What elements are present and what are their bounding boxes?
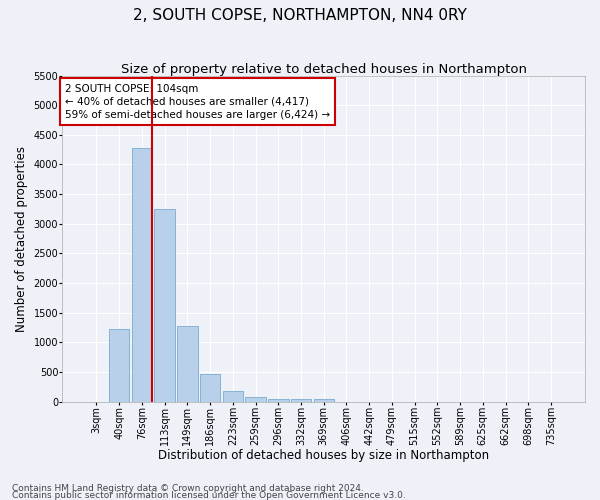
Bar: [268, 398, 289, 402]
Bar: [245, 397, 266, 402]
Text: Contains HM Land Registry data © Crown copyright and database right 2024.: Contains HM Land Registry data © Crown c…: [12, 484, 364, 493]
X-axis label: Distribution of detached houses by size in Northampton: Distribution of detached houses by size …: [158, 450, 489, 462]
Bar: [154, 209, 175, 402]
Bar: [223, 391, 243, 402]
Bar: [109, 328, 130, 402]
Text: 2 SOUTH COPSE: 104sqm
← 40% of detached houses are smaller (4,417)
59% of semi-d: 2 SOUTH COPSE: 104sqm ← 40% of detached …: [65, 84, 330, 120]
Title: Size of property relative to detached houses in Northampton: Size of property relative to detached ho…: [121, 62, 527, 76]
Bar: [314, 400, 334, 402]
Text: 2, SOUTH COPSE, NORTHAMPTON, NN4 0RY: 2, SOUTH COPSE, NORTHAMPTON, NN4 0RY: [133, 8, 467, 22]
Bar: [200, 374, 220, 402]
Y-axis label: Number of detached properties: Number of detached properties: [15, 146, 28, 332]
Bar: [131, 148, 152, 402]
Bar: [177, 326, 197, 402]
Bar: [291, 400, 311, 402]
Text: Contains public sector information licensed under the Open Government Licence v3: Contains public sector information licen…: [12, 492, 406, 500]
